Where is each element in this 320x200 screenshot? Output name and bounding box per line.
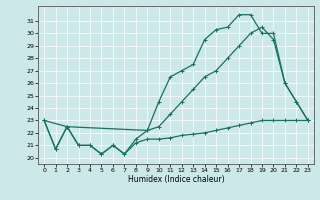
X-axis label: Humidex (Indice chaleur): Humidex (Indice chaleur) (128, 175, 224, 184)
